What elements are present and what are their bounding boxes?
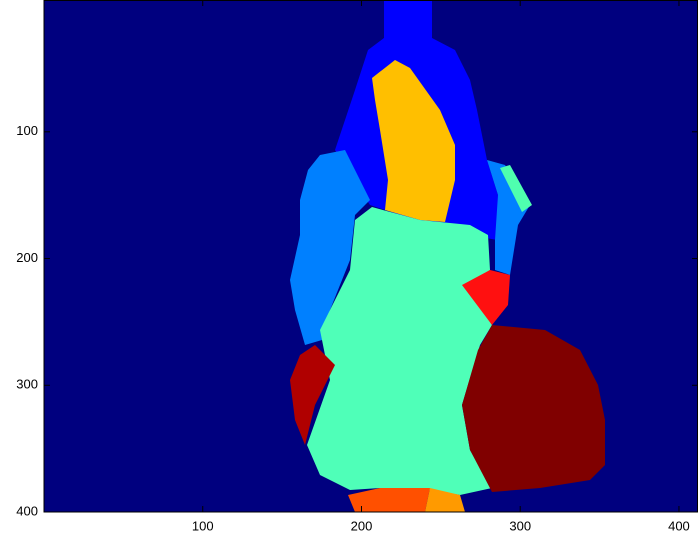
x-tick-label: 400 [668, 518, 690, 533]
x-tick-label: 100 [192, 518, 214, 533]
region [348, 488, 430, 512]
region [372, 60, 455, 222]
region [425, 488, 465, 512]
region [290, 345, 335, 445]
region [462, 325, 605, 492]
y-tick-label: 200 [16, 250, 38, 265]
y-tick-label: 300 [16, 377, 38, 392]
region [462, 270, 510, 325]
y-tick-label: 400 [16, 503, 38, 518]
segmentation-image [44, 0, 698, 512]
x-tick-label: 200 [351, 518, 373, 533]
y-tick-label: 100 [16, 123, 38, 138]
region [500, 165, 532, 212]
region [307, 207, 492, 495]
region [290, 150, 370, 345]
x-tick-label: 300 [509, 518, 531, 533]
